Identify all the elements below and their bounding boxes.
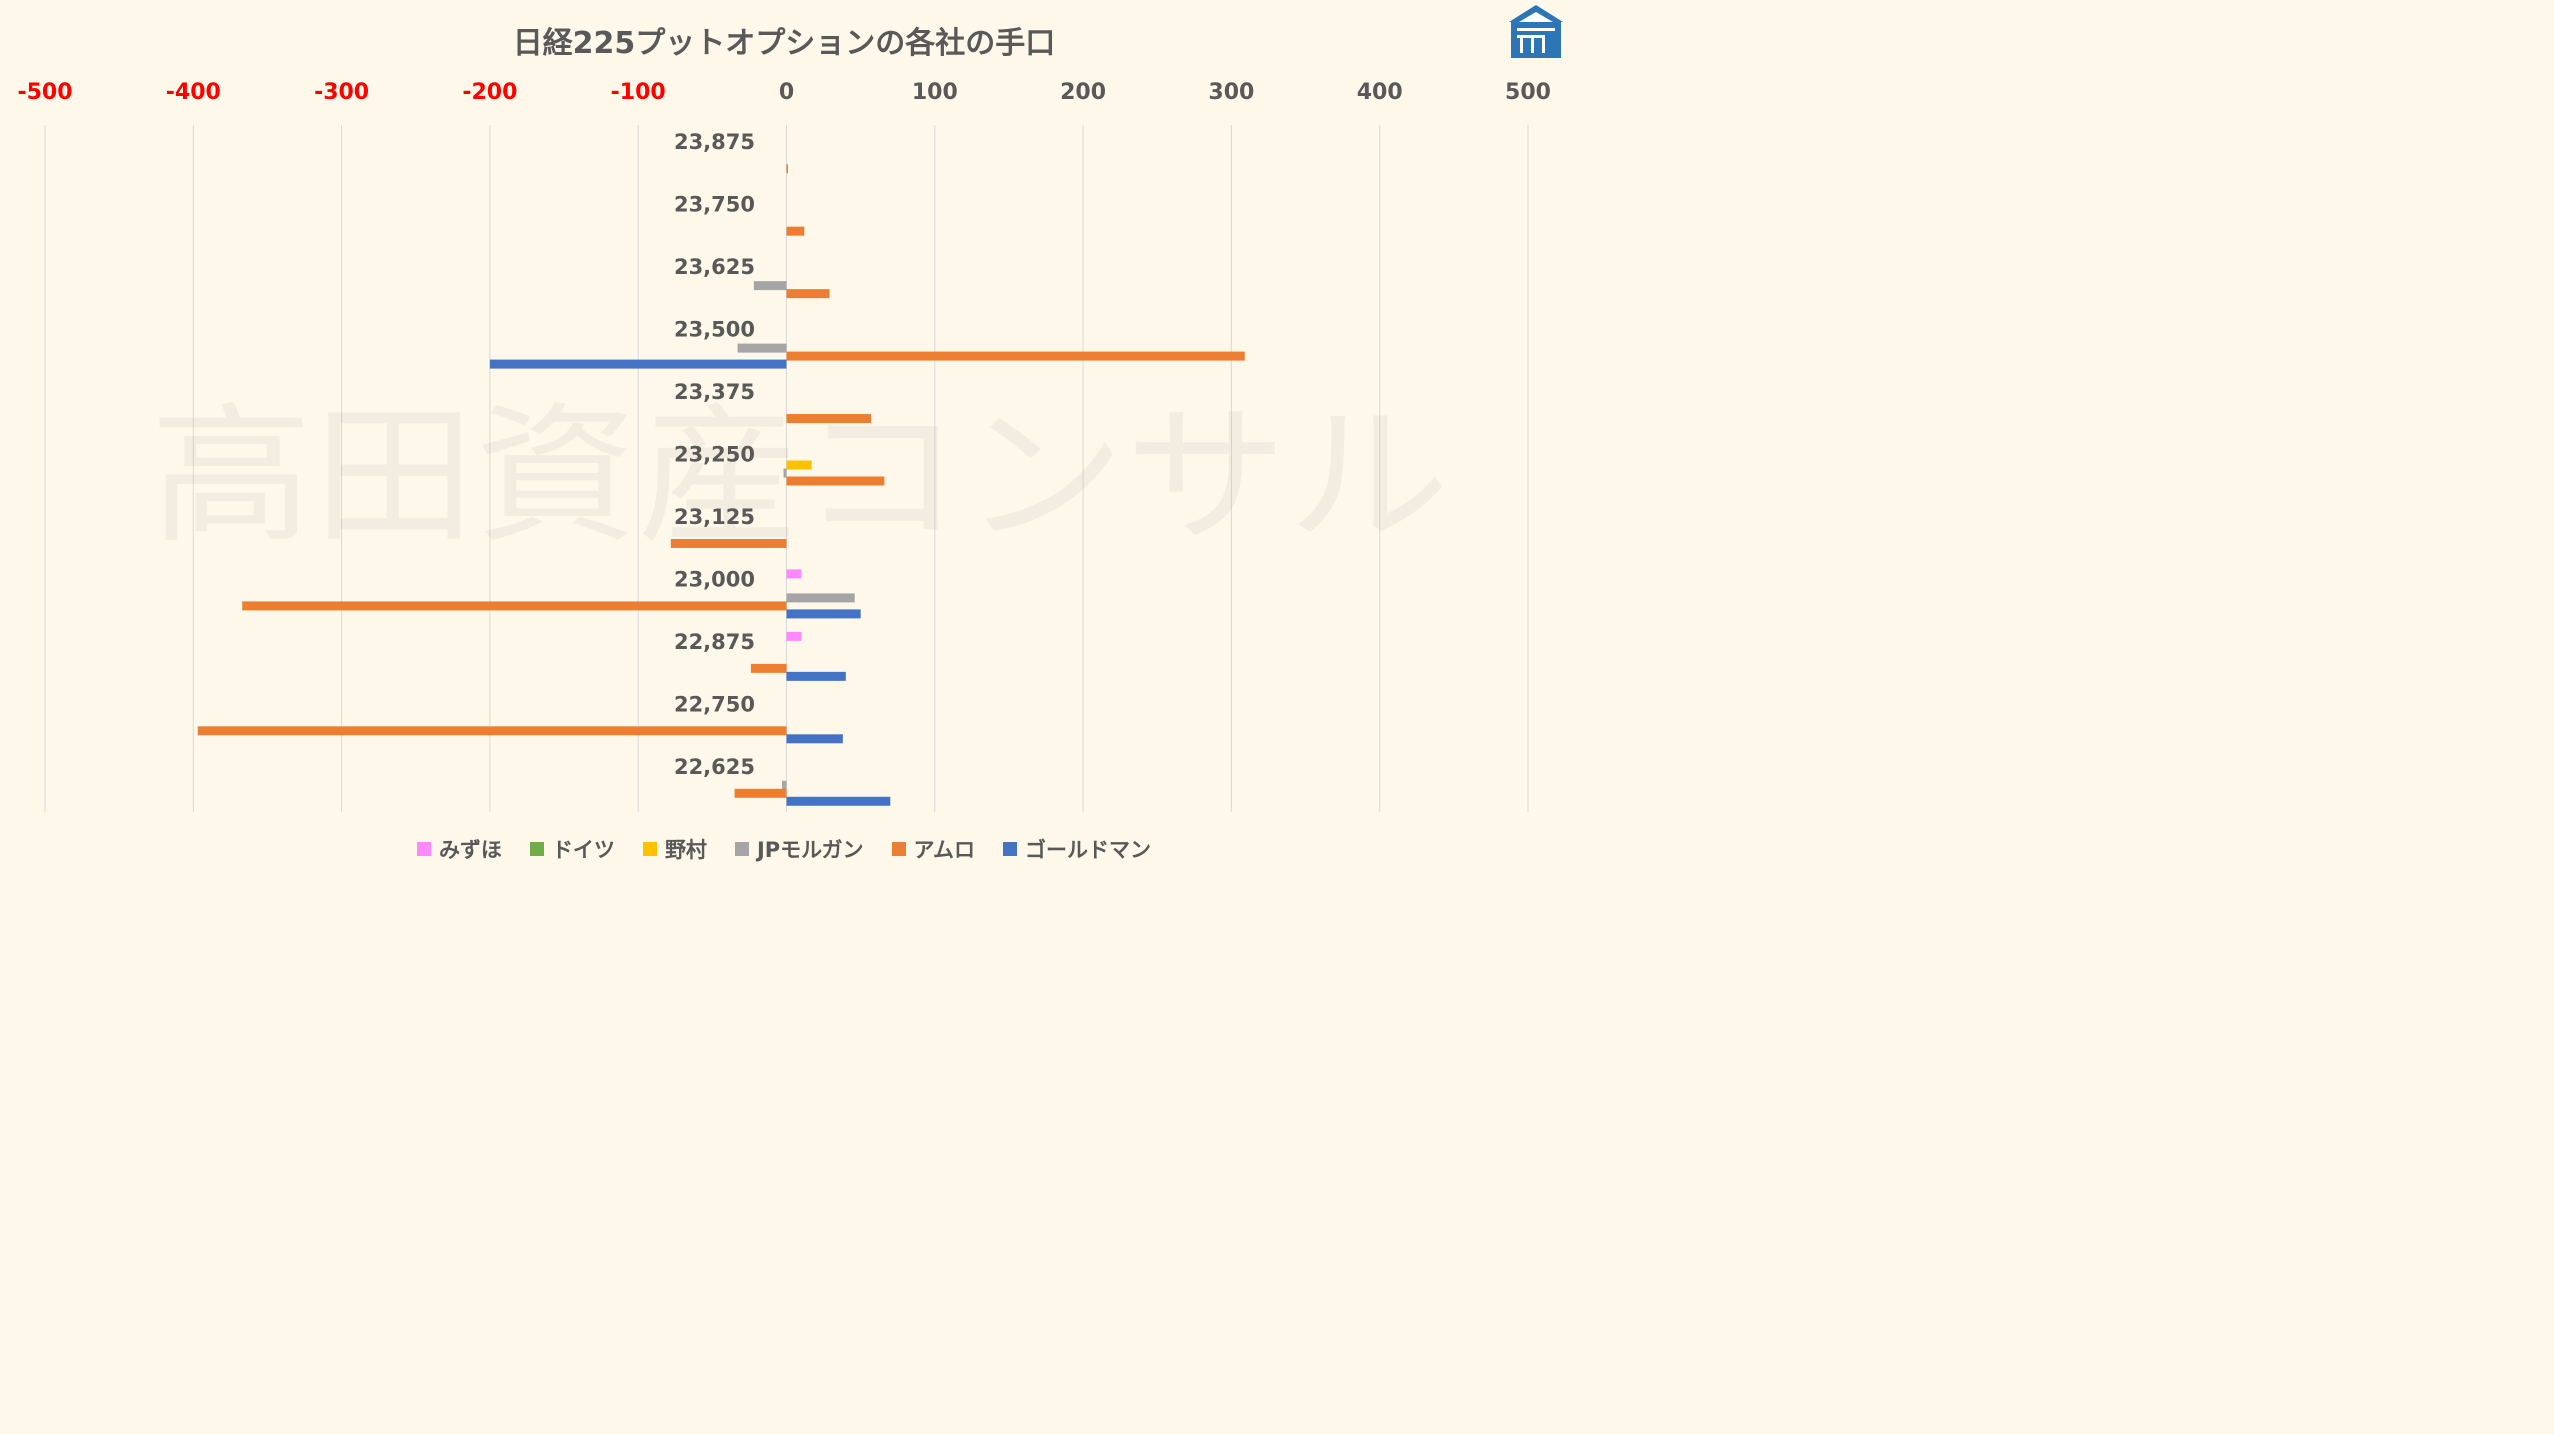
chart-title: 日経225プットオプションの各社の手口 (512, 26, 1056, 61)
bar (670, 538, 787, 548)
bar (786, 414, 872, 424)
category-label: 23,875 (674, 130, 755, 154)
legend-item: ゴールドマン (1003, 834, 1151, 864)
legend-swatch (891, 842, 906, 856)
category-label: 23,250 (674, 443, 755, 467)
bars (197, 164, 1245, 806)
category-label: 23,500 (674, 318, 755, 342)
x-axis-ticks: -500 -400 -300 -200 -100 0 100 200 300 400 500 (17, 80, 1551, 105)
legend-item: アムロ (891, 834, 976, 864)
chart-plot: 高田資産コンサル -500 -400 -300 -200 -100 0 100 200 300 4… (17, 80, 1551, 812)
legend-label: JPモルガン (756, 838, 864, 862)
x-tick-label: -300 (314, 80, 369, 105)
bar (786, 289, 830, 299)
legend-label: ドイツ (551, 838, 615, 862)
x-tick-label: 200 (1060, 80, 1106, 105)
category-label: 22,625 (674, 755, 755, 779)
bar (242, 601, 787, 611)
legend-label: みずほ (438, 838, 502, 862)
bar (786, 609, 861, 619)
legend-item: ドイツ (529, 834, 615, 864)
bar (753, 281, 787, 291)
x-tick-label: 0 (779, 80, 794, 105)
legend: みずほ ドイツ 野村 JPモルガン アムロ ゴールドマン (0, 834, 1568, 864)
category-label: 23,375 (674, 380, 755, 404)
legend-swatch (1003, 842, 1018, 856)
category-label: 22,875 (674, 630, 755, 654)
legend-label: ゴールドマン (1025, 838, 1152, 862)
bar (786, 476, 885, 486)
x-tick-label: 300 (1208, 80, 1254, 105)
category-label: 23,625 (674, 255, 755, 279)
legend-item: JPモルガン (734, 834, 864, 864)
x-tick-label: -200 (462, 80, 517, 105)
bar (786, 569, 802, 579)
category-label: 23,125 (674, 505, 755, 529)
bar (786, 631, 802, 641)
chart-stage: 日経225プットオプションの各社の手口 高田資産コンサル -500 -400 -30… (0, 0, 1568, 880)
legend-item: 野村 (642, 834, 707, 864)
x-tick-label: 100 (912, 80, 958, 105)
bar (197, 726, 787, 736)
legend-swatch (642, 842, 657, 856)
category-label: 23,750 (674, 193, 755, 217)
legend-swatch (529, 842, 544, 856)
legend-label: アムロ (913, 838, 976, 862)
gridlines (44, 125, 1529, 812)
logo-icon (1509, 5, 1563, 58)
x-tick-label: -500 (17, 80, 72, 105)
bar (734, 788, 787, 798)
legend-item: みずほ (416, 834, 502, 864)
bar (783, 468, 787, 478)
bar (786, 460, 812, 470)
bar (737, 343, 787, 353)
legend-swatch (416, 842, 431, 856)
x-tick-label: -100 (611, 80, 666, 105)
bar (786, 351, 1245, 361)
category-label: 22,750 (674, 692, 755, 716)
bar (786, 226, 805, 236)
legend-label: 野村 (664, 838, 707, 862)
x-tick-label: 400 (1357, 80, 1403, 105)
bar (786, 164, 788, 174)
bar (786, 671, 846, 681)
category-label: 23,000 (674, 567, 755, 591)
x-tick-label: -400 (166, 80, 221, 105)
bar (489, 359, 787, 369)
bar (786, 593, 855, 603)
bar (786, 796, 891, 806)
category-labels: 23,875 23,750 23,625 23,500 23,375 23,250 23,1… (674, 130, 755, 779)
bar (782, 780, 787, 790)
bar (750, 663, 787, 673)
legend-swatch (734, 842, 749, 856)
bar (786, 734, 843, 744)
x-tick-label: 500 (1505, 80, 1551, 105)
